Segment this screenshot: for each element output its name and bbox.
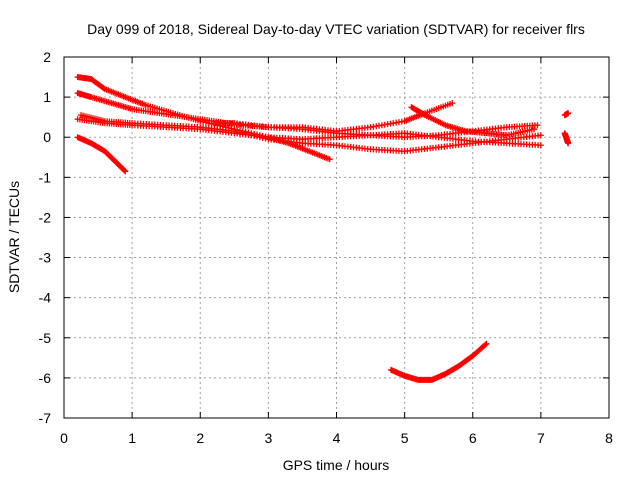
x-tick-label: 5 (401, 430, 409, 446)
series-arc-5 (210, 100, 456, 135)
x-tick-label: 1 (128, 430, 136, 446)
y-tick-label: -3 (39, 250, 52, 266)
y-tick-label: -2 (39, 209, 52, 225)
series-arc-6 (408, 104, 538, 139)
data-point-marker (482, 341, 489, 348)
y-tick-label: -6 (39, 370, 52, 386)
data-point-marker (256, 134, 263, 141)
data-point-marker (262, 135, 269, 142)
data-point-marker (248, 132, 255, 139)
data-point-marker (245, 131, 252, 138)
y-tick-label: -4 (39, 290, 52, 306)
y-tick-label: -5 (39, 330, 52, 346)
x-tick-label: 6 (469, 430, 477, 446)
x-tick-label: 3 (264, 430, 272, 446)
data-point-marker (254, 133, 261, 140)
series-arc-9 (561, 130, 572, 147)
y-tick-label: -1 (39, 169, 52, 185)
data-point-marker (534, 122, 541, 129)
data-point-marker (483, 340, 490, 347)
data-point-marker (537, 132, 544, 139)
series-arc-7 (74, 134, 129, 175)
data-point-marker (531, 126, 538, 133)
x-tick-label: 8 (605, 430, 613, 446)
data-point-marker (236, 129, 243, 136)
y-tick-label: 2 (43, 49, 51, 65)
data-point-marker (121, 167, 128, 174)
data-point-marker (231, 128, 238, 135)
x-tick-label: 4 (333, 430, 341, 446)
data-point-marker (326, 156, 333, 163)
data-point-marker (122, 168, 129, 175)
data-point-marker (449, 100, 456, 107)
x-axis: 0 1 2 3 4 5 6 7 8 (60, 57, 613, 446)
series-arc-10 (388, 340, 490, 383)
data-point-marker (242, 130, 249, 137)
x-tick-label: 2 (196, 430, 204, 446)
chart-title: Day 099 of 2018, Sidereal Day-to-day VTE… (87, 21, 585, 37)
data-point-marker (234, 128, 241, 135)
data-point-marker (259, 134, 266, 141)
grid-lines (64, 57, 609, 418)
series-arc-8 (561, 110, 572, 119)
series-arc-4 (78, 112, 544, 155)
data-point-marker (537, 142, 544, 149)
data-point-marker (239, 130, 246, 137)
y-tick-label: 1 (43, 89, 51, 105)
x-tick-label: 7 (537, 430, 545, 446)
data-point-marker (565, 140, 572, 147)
data-point-marker (565, 110, 572, 117)
x-tick-label: 0 (60, 430, 68, 446)
y-axis: -7 -6 -5 -4 -3 -2 -1 0 1 2 (39, 49, 609, 426)
x-axis-label: GPS time / hours (283, 457, 390, 473)
y-tick-label: -7 (39, 410, 52, 426)
y-axis-label: SDTVAR / TECUs (6, 181, 22, 293)
data-point-marker (251, 132, 258, 139)
data-points (74, 74, 572, 383)
y-tick-label: 0 (43, 129, 51, 145)
